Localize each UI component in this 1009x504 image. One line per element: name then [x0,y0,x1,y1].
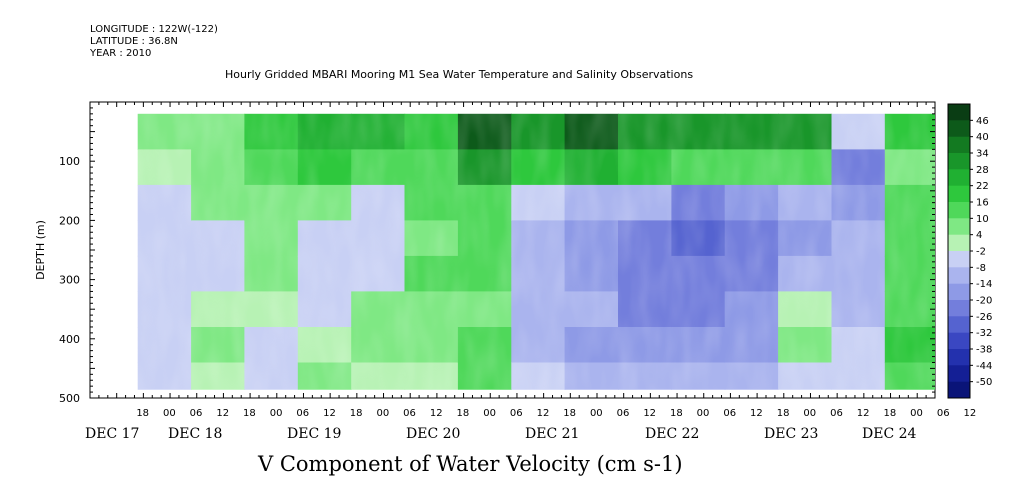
colorbar-swatch [948,202,970,219]
chart-title: Hourly Gridded MBARI Mooring M1 Sea Wate… [225,68,694,81]
x-hour-tick-label: 18 [670,408,683,419]
x-hour-tick-label: 06 [937,408,950,419]
colorbar-swatch [948,185,970,203]
colorbar-label: 46 [976,116,989,127]
colorbar-swatch [948,365,970,382]
colorbar-label: 4 [976,230,982,241]
colorbar-label: -26 [976,312,992,323]
y-axis-label: DEPTH (m) [34,220,47,280]
data-texture [137,113,935,390]
colorbar-label: 10 [976,214,989,225]
colorbar-label: -8 [976,263,986,274]
x-day-label: DEC 19 [287,426,341,442]
colorbar-swatch [948,251,970,268]
x-hour-tick-label: 06 [830,408,843,419]
x-hour-tick-label: 00 [697,408,710,419]
x-hour-tick-label: 18 [457,408,470,419]
x-hour-tick-label: 00 [590,408,603,419]
x-hour-tick-label: 00 [270,408,283,419]
colorbar-swatch [948,234,970,252]
longitude-label: LONGITUDE : 122W(-122) [90,24,218,35]
x-hour-tick-label: 12 [964,408,977,419]
x-hour-tick-label: 18 [136,408,149,419]
y-tick-label: 300 [59,274,80,287]
colorbar-label: 40 [976,132,989,143]
colorbar-swatch [948,332,970,350]
colorbar-swatch [948,218,970,235]
x-hour-tick-label: 06 [190,408,203,419]
x-hour-tick-label: 00 [803,408,816,419]
colorbar-swatch [948,120,970,137]
x-hour-tick-label: 12 [216,408,229,419]
y-tick-label: 200 [59,214,80,227]
x-hour-tick-label: 06 [296,408,309,419]
x-hour-tick-label: 18 [777,408,790,419]
x-day-label: DEC 23 [764,426,818,442]
colorbar-swatch [948,153,970,170]
x-hour-tick-label: 06 [617,408,630,419]
x-day-label: DEC 18 [168,426,222,442]
colorbar-label: 34 [976,149,989,160]
colorbar-swatch [948,316,970,333]
x-hour-tick-label: 12 [857,408,870,419]
colorbar-swatch [948,104,970,121]
colorbar-label: -2 [976,247,986,258]
colorbar-label: -50 [976,377,992,388]
colorbar-label: -14 [976,279,992,290]
colorbar-swatch [948,381,970,399]
colorbar-swatch [948,136,970,154]
y-tick-label: 500 [59,392,80,405]
colorbar-swatch [948,349,970,366]
x-hour-tick-label: 18 [350,408,363,419]
x-hour-tick-label: 06 [510,408,523,419]
colorbar-label: -32 [976,328,992,339]
colorbar-swatch [948,267,970,284]
x-day-label: DEC 22 [645,426,699,442]
year-label: YEAR : 2010 [90,48,152,59]
x-hour-tick-label: 18 [243,408,256,419]
x-hour-tick-label: 00 [910,408,923,419]
latitude-label: LATITUDE : 36.8N [90,36,178,47]
x-hour-tick-label: 12 [750,408,763,419]
y-tick-label: 400 [59,333,80,346]
x-axis-label: V Component of Water Velocity (cm s-1) [258,452,683,476]
x-hour-tick-label: 12 [323,408,336,419]
colorbar-label: -20 [976,296,992,307]
x-day-label: DEC 24 [862,426,917,442]
x-hour-tick-label: 00 [483,408,496,419]
x-hour-tick-label: 00 [163,408,176,419]
x-hour-tick-label: 12 [537,408,550,419]
colorbar-swatch [948,300,970,317]
x-day-label: DEC 17 [85,426,139,442]
colorbar-swatch [948,169,970,186]
x-hour-tick-label: 06 [723,408,736,419]
x-hour-tick-label: 12 [643,408,656,419]
colorbar-label: -44 [976,361,992,372]
x-hour-tick-label: 18 [883,408,896,419]
y-tick-label: 100 [59,155,80,168]
x-day-label: DEC 21 [525,426,579,442]
colorbar-label: -38 [976,345,992,356]
colorbar-label: 16 [976,198,989,209]
x-hour-tick-label: 12 [430,408,443,419]
colorbar-swatch [948,283,970,301]
colorbar-label: 22 [976,181,989,192]
x-hour-tick-label: 00 [376,408,389,419]
x-hour-tick-label: 18 [563,408,576,419]
x-hour-tick-label: 06 [403,408,416,419]
colorbar-label: 28 [976,165,989,176]
x-day-label: DEC 20 [406,426,460,442]
